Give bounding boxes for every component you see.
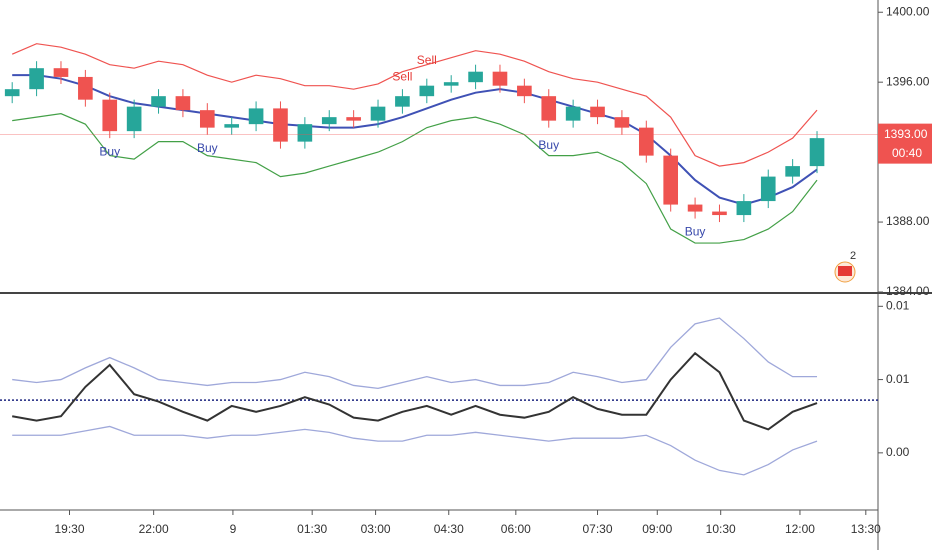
y-tick-label: 0.00: [886, 445, 910, 459]
candle-body: [468, 71, 483, 83]
oscillator-line: [12, 317, 818, 390]
candle-body: [346, 117, 361, 121]
y-tick-label: 0.01: [886, 372, 910, 386]
x-tick-label: 07:30: [583, 522, 613, 536]
candle-body: [736, 201, 752, 216]
candle-body: [199, 110, 215, 128]
x-tick-label: 04:30: [434, 522, 464, 536]
candle-body: [687, 204, 703, 212]
candle-body: [638, 127, 654, 156]
signal-label: Sell: [417, 53, 437, 67]
candle-body: [126, 106, 142, 132]
candle-body: [809, 138, 825, 167]
candle-body: [297, 124, 313, 142]
x-tick-label: 13:30: [851, 522, 881, 536]
candle-body: [492, 71, 508, 86]
y-tick-label: 1396.00: [886, 74, 930, 88]
candle-body: [443, 82, 459, 86]
candle-body: [29, 68, 44, 90]
candle-body: [395, 96, 410, 107]
y-tick-label: 1388.00: [886, 214, 930, 228]
candle-body: [712, 211, 727, 216]
countdown-label: 00:40: [892, 146, 922, 160]
last-price-tag: [878, 123, 932, 164]
x-tick-label: 06:00: [501, 522, 531, 536]
oscillator-line: [12, 425, 818, 476]
candle-body: [663, 155, 679, 205]
signal-label: Buy: [538, 138, 559, 152]
x-tick-label: 19:30: [54, 522, 84, 536]
signal-label: Buy: [99, 144, 120, 158]
candle-body: [224, 124, 240, 128]
candle-body: [53, 68, 69, 77]
x-tick-label: 12:00: [785, 522, 815, 536]
candle-body: [4, 89, 20, 97]
candle-body: [175, 96, 191, 111]
y-tick-label: 1400.00: [886, 4, 930, 18]
candle-body: [785, 166, 800, 177]
x-tick-label: 09:00: [642, 522, 672, 536]
badge-flag: [838, 266, 852, 276]
x-tick-label: 10:30: [706, 522, 736, 536]
badge-count: 2: [850, 250, 856, 262]
candle-body: [78, 76, 93, 100]
band-line: [12, 74, 818, 206]
candle-body: [419, 85, 435, 97]
candle-body: [565, 106, 581, 121]
y-tick-label: 0.01: [886, 298, 910, 312]
band-line: [11, 43, 818, 167]
oscillator-line: [12, 351, 818, 431]
candle-body: [321, 117, 337, 125]
candle-body: [102, 99, 118, 132]
x-tick-label: 22:00: [139, 522, 169, 536]
candle-body: [760, 176, 776, 202]
last-price-label: 1393.00: [884, 127, 928, 141]
candle-body: [614, 117, 630, 128]
x-tick-label: 9: [230, 522, 237, 536]
candle-body: [590, 106, 605, 118]
candle-body: [370, 106, 386, 121]
candle-body: [151, 96, 166, 107]
signal-label: Sell: [392, 69, 412, 83]
signal-label: Buy: [685, 225, 706, 239]
x-tick-label: 03:00: [361, 522, 391, 536]
candle-body: [273, 108, 288, 142]
signal-label: Buy: [197, 141, 218, 155]
candle-body: [517, 85, 532, 97]
y-tick-label: 1384.00: [886, 284, 930, 298]
candle-body: [248, 108, 264, 125]
candle-body: [541, 96, 557, 121]
x-tick-label: 01:30: [297, 522, 327, 536]
